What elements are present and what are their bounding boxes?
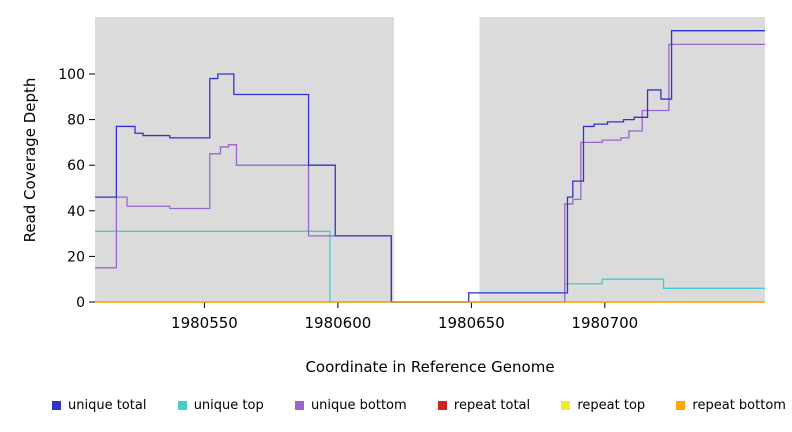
legend: unique total unique top unique bottom repea… [52,398,786,413]
y-axis-label: Read Coverage Depth [21,77,39,243]
legend-label: repeat total [453,398,531,413]
legend-item-unique-bottom: unique bottom [294,398,407,413]
legend-item-repeat-top: repeat top [561,398,645,413]
legend-item-repeat-total: repeat total [437,398,531,413]
coverage-gap-region [393,17,480,302]
legend-swatch-unique-total [52,401,61,410]
plot-background-right [479,17,765,302]
legend-swatch-unique-bottom [294,401,304,410]
legend-label: unique top [193,398,264,413]
x-tick-label: 1980550 [171,314,238,332]
legend-item-unique-total: unique total [52,398,146,413]
x-axis-label: Coordinate in Reference Genome [305,358,555,376]
y-tick-label: 100 [58,67,85,83]
legend-label: unique total [68,398,147,413]
y-tick-label: 20 [67,249,85,265]
y-tick-label: 80 [67,113,85,129]
plot-background-left [95,17,394,302]
legend-swatch-unique-top [177,401,187,410]
legend-item-unique-top: unique top [177,398,264,413]
legend-swatch-repeat-bottom [676,401,686,410]
x-tick-label: 1980650 [438,314,505,332]
legend-label: repeat bottom [692,398,786,413]
legend-label: repeat top [577,398,646,413]
y-tick-label: 60 [67,158,85,174]
legend-item-repeat-bottom: repeat bottom [676,398,786,413]
x-tick-label: 1980700 [571,314,638,332]
legend-label: unique bottom [310,398,407,413]
series-line-unique-total [95,30,765,303]
legend-swatch-repeat-total [437,401,447,410]
x-tick-label: 1980600 [305,314,372,332]
y-tick-label: 40 [67,204,85,220]
legend-swatch-repeat-top [561,401,571,410]
y-tick-label: 0 [76,295,85,311]
